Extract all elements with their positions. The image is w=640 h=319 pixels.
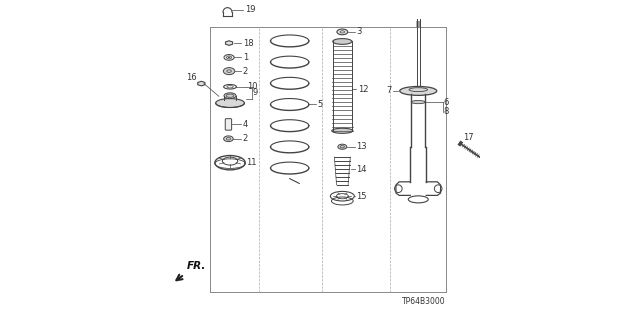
Ellipse shape bbox=[412, 100, 425, 104]
Ellipse shape bbox=[224, 93, 236, 99]
Text: 4: 4 bbox=[243, 120, 248, 129]
Text: FR.: FR. bbox=[186, 261, 205, 271]
Ellipse shape bbox=[400, 86, 436, 95]
Ellipse shape bbox=[333, 39, 352, 44]
Text: 5: 5 bbox=[317, 100, 323, 109]
Ellipse shape bbox=[338, 144, 347, 149]
Text: TP64B3000: TP64B3000 bbox=[403, 297, 446, 306]
Polygon shape bbox=[225, 41, 233, 45]
Ellipse shape bbox=[224, 55, 234, 60]
Text: 1: 1 bbox=[243, 53, 248, 62]
Text: 13: 13 bbox=[356, 142, 367, 151]
Text: 15: 15 bbox=[356, 192, 367, 201]
Ellipse shape bbox=[216, 99, 244, 108]
Text: 10: 10 bbox=[248, 82, 258, 91]
Text: 12: 12 bbox=[358, 85, 368, 94]
Text: 6: 6 bbox=[444, 98, 449, 107]
Polygon shape bbox=[198, 81, 205, 86]
Ellipse shape bbox=[223, 136, 233, 142]
Text: 11: 11 bbox=[246, 158, 257, 167]
Text: 16: 16 bbox=[186, 73, 196, 82]
Text: 17: 17 bbox=[463, 133, 474, 142]
Text: 2: 2 bbox=[243, 134, 248, 143]
Text: 18: 18 bbox=[243, 39, 253, 48]
FancyBboxPatch shape bbox=[225, 119, 232, 130]
Ellipse shape bbox=[223, 68, 235, 75]
Text: 7: 7 bbox=[387, 86, 392, 95]
Text: 8: 8 bbox=[444, 107, 449, 116]
Text: 19: 19 bbox=[244, 5, 255, 14]
Text: 2: 2 bbox=[243, 67, 248, 76]
Ellipse shape bbox=[337, 29, 348, 35]
Ellipse shape bbox=[332, 128, 353, 133]
Ellipse shape bbox=[228, 57, 230, 58]
Text: 9: 9 bbox=[253, 88, 258, 97]
Text: 3: 3 bbox=[356, 27, 362, 36]
Text: 14: 14 bbox=[356, 165, 367, 174]
